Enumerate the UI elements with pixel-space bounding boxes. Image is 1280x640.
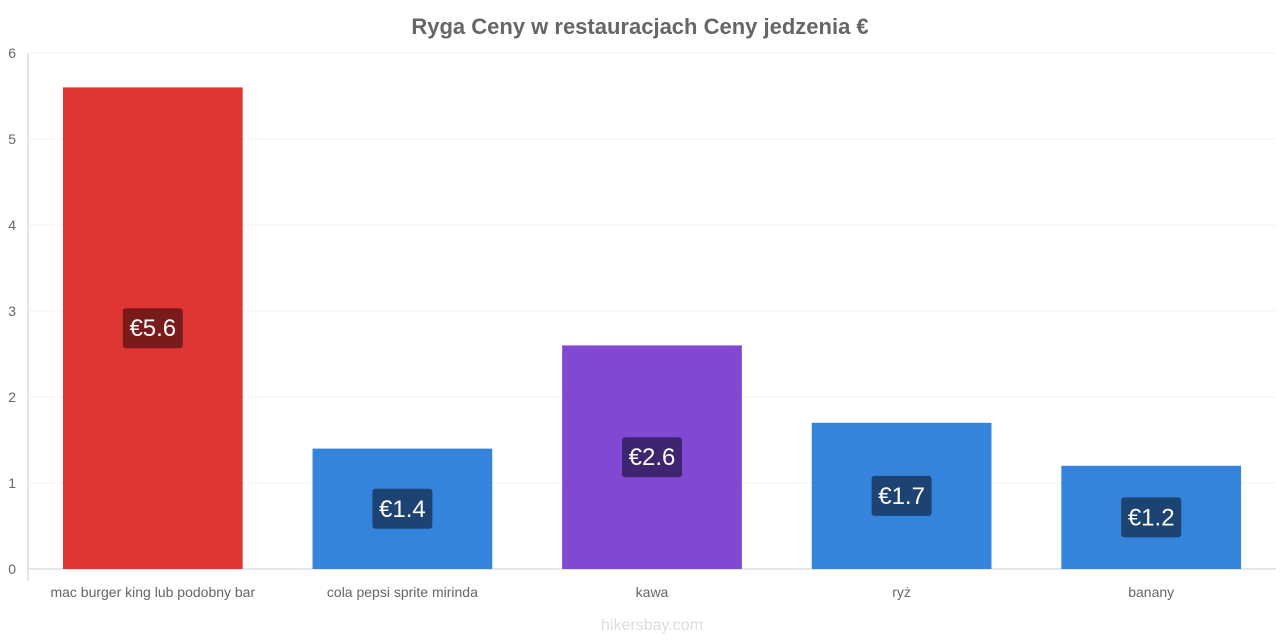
category-label: kawa: [636, 584, 669, 600]
y-tick-label: 4: [8, 217, 16, 233]
category-label: mac burger king lub podobny bar: [50, 584, 255, 600]
value-label: €1.7: [878, 483, 925, 510]
x-axis: mac burger king lub podobny bar cola peps…: [50, 584, 1174, 600]
y-tick-label: 2: [8, 389, 16, 405]
category-label: ryż: [892, 584, 911, 600]
value-label: €5.6: [129, 315, 176, 342]
value-label: €1.4: [379, 496, 426, 523]
y-tick-label: 5: [8, 131, 16, 147]
chart-title: Ryga Ceny w restauracjach Ceny jedzenia …: [411, 14, 868, 39]
watermark: hikersbay.com: [601, 617, 703, 634]
value-label-box: [871, 475, 932, 516]
value-label-box: [622, 437, 682, 478]
y-tick-label: 3: [8, 303, 16, 319]
value-label: €1.2: [1128, 504, 1175, 531]
category-label: banany: [1128, 584, 1174, 600]
value-label-box: [372, 488, 433, 529]
value-label: €2.6: [629, 444, 676, 471]
y-tick-label: 6: [8, 45, 16, 61]
category-label: cola pepsi sprite mirinda: [327, 584, 478, 600]
bars: €5.6 €1.4 €2.6 €1.7 €1.2: [62, 87, 1242, 570]
y-tick-label: 1: [8, 475, 16, 491]
value-label-box: [122, 308, 183, 349]
value-label-box: [1121, 497, 1182, 538]
y-tick-label: 0: [8, 561, 16, 577]
